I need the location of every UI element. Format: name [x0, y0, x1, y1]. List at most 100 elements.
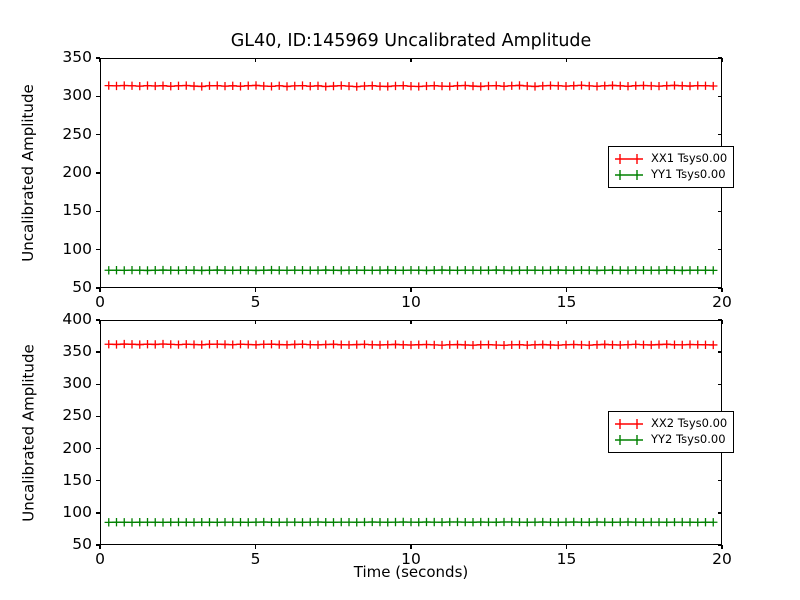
x-tick-mark: [99, 288, 101, 292]
data-marker: [577, 517, 586, 527]
data-marker: [623, 266, 633, 275]
data-marker: [499, 266, 509, 275]
x-tick-label: 15: [556, 293, 577, 311]
data-marker: [647, 81, 656, 91]
data-marker: [306, 266, 315, 275]
data-marker: [600, 517, 609, 527]
data-marker: [445, 82, 454, 91]
data-marker: [313, 340, 323, 349]
legend-swatch-yy2: [615, 435, 643, 445]
x-tick-mark: [410, 320, 412, 324]
data-marker: [104, 81, 113, 90]
data-marker: [135, 518, 144, 527]
data-marker: [693, 340, 702, 349]
data-marker: [275, 518, 284, 527]
data-marker: [538, 266, 547, 275]
data-marker: [631, 81, 640, 90]
data-marker: [678, 517, 687, 527]
data-marker: [151, 518, 160, 527]
data-marker: [368, 266, 377, 275]
data-marker: [189, 266, 199, 275]
data-marker: [476, 340, 485, 349]
data-marker: [344, 517, 354, 527]
data-marker: [112, 81, 121, 91]
legend-item[interactable]: XX1 Tsys0.00: [614, 151, 727, 167]
y-tick-label: 300: [62, 86, 92, 105]
y-tick-mark: [718, 512, 722, 514]
legend-top[interactable]: XX1 Tsys0.00 YY1 Tsys0.00: [608, 146, 735, 188]
y-tick-label: 200: [62, 163, 92, 181]
data-marker: [670, 517, 679, 527]
data-marker: [290, 81, 299, 91]
data-marker: [585, 81, 594, 91]
data-marker: [135, 266, 144, 275]
data-marker: [267, 82, 276, 91]
data-marker: [515, 340, 524, 349]
data-marker: [375, 266, 385, 275]
x-tick-label: 20: [712, 550, 732, 568]
data-marker: [321, 82, 330, 91]
data-marker: [709, 81, 718, 91]
y-tick-label: 200: [62, 438, 92, 457]
data-marker: [158, 265, 168, 275]
data-marker: [561, 340, 571, 349]
y-tick-label: 250: [62, 406, 92, 425]
legend-bottom[interactable]: XX2 Tsys0.00 YY2 Tsys0.00: [608, 411, 735, 453]
x-tick-mark: [254, 58, 257, 62]
data-marker: [476, 517, 485, 527]
y-tick-mark: [96, 447, 100, 450]
data-marker: [569, 266, 578, 275]
data-marker: [352, 518, 361, 527]
data-marker: [267, 265, 276, 275]
data-marker: [453, 340, 462, 349]
y-tick-mark: [96, 319, 100, 321]
data-marker: [693, 265, 702, 275]
legend-item[interactable]: YY2 Tsys0.00: [614, 432, 727, 448]
data-marker: [515, 517, 524, 527]
y-tick-mark: [96, 210, 100, 213]
y-axis-title-bottom: Uncalibrated Amplitude: [19, 343, 37, 522]
data-marker: [639, 81, 648, 90]
data-marker: [337, 340, 346, 349]
data-marker: [197, 517, 206, 527]
data-marker: [166, 518, 175, 527]
data-marker: [213, 265, 222, 275]
data-marker: [453, 517, 462, 527]
data-marker: [306, 82, 315, 91]
data-marker: [383, 265, 392, 275]
plot-area-bottom: [104, 339, 718, 527]
legend-item[interactable]: YY1 Tsys0.00: [614, 167, 727, 183]
data-marker: [430, 340, 439, 350]
y-tick-label: 100: [62, 239, 92, 258]
x-tick-label: 15: [556, 550, 577, 568]
data-marker: [282, 266, 292, 275]
legend-label: YY2 Tsys0.00: [651, 432, 726, 447]
x-tick-mark: [565, 58, 568, 62]
data-marker: [275, 340, 284, 349]
data-marker: [631, 265, 640, 275]
data-marker: [151, 266, 160, 275]
data-marker: [228, 266, 237, 275]
data-marker: [151, 81, 160, 91]
data-marker: [236, 518, 245, 527]
data-marker: [546, 517, 555, 527]
x-tick-label: 10: [401, 293, 421, 311]
x-tick-mark: [99, 58, 101, 62]
data-marker: [244, 81, 253, 90]
legend-item[interactable]: XX2 Tsys0.00: [614, 416, 727, 432]
legend-swatch-yy1: [615, 170, 643, 180]
data-marker: [213, 339, 222, 349]
data-marker: [236, 340, 245, 349]
data-marker: [158, 81, 168, 90]
data-marker: [631, 517, 640, 527]
data-marker: [709, 340, 718, 350]
y-tick-label: 250: [62, 124, 92, 143]
y-tick-mark: [718, 95, 722, 98]
data-marker: [538, 340, 547, 349]
data-marker: [298, 340, 307, 349]
data-marker: [422, 81, 431, 91]
data-marker: [623, 517, 633, 527]
data-marker: [546, 340, 555, 350]
data-marker: [468, 266, 478, 275]
data-marker: [251, 266, 261, 275]
